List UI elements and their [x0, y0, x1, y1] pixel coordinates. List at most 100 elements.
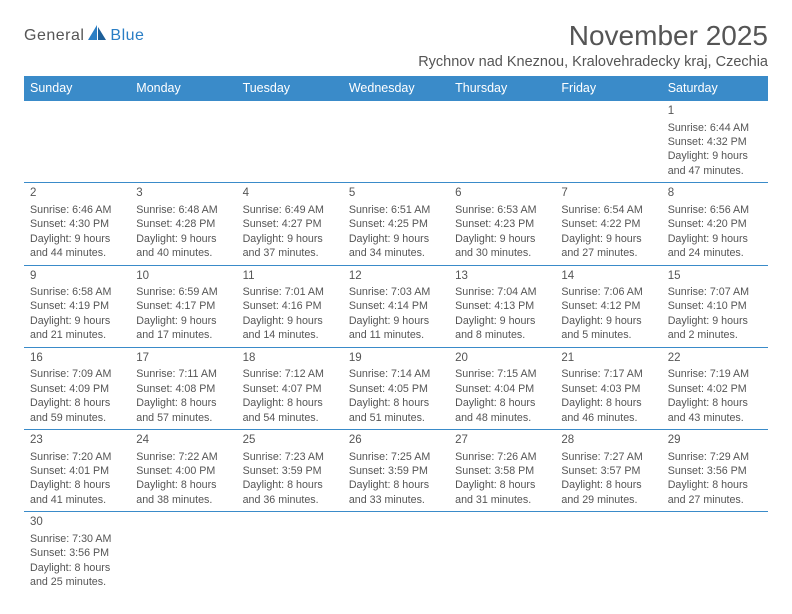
calendar-day: 6Sunrise: 6:53 AMSunset: 4:23 PMDaylight…: [449, 183, 555, 265]
day-d2: and 51 minutes.: [349, 411, 443, 425]
calendar-empty: [555, 101, 661, 183]
day-d1: Daylight: 9 hours: [30, 314, 124, 328]
logo-text-blue: Blue: [110, 27, 144, 45]
day-d2: and 59 minutes.: [30, 411, 124, 425]
day-d2: and 5 minutes.: [561, 328, 655, 342]
day-d2: and 21 minutes.: [30, 328, 124, 342]
day-number: 13: [455, 269, 549, 285]
calendar-empty: [343, 512, 449, 594]
calendar-day: 27Sunrise: 7:26 AMSunset: 3:58 PMDayligh…: [449, 430, 555, 512]
day-number: 18: [243, 351, 337, 367]
calendar-empty: [237, 101, 343, 183]
day-d2: and 29 minutes.: [561, 493, 655, 507]
calendar-week: 2Sunrise: 6:46 AMSunset: 4:30 PMDaylight…: [24, 183, 768, 265]
calendar-day: 21Sunrise: 7:17 AMSunset: 4:03 PMDayligh…: [555, 347, 661, 429]
day-sr: Sunrise: 7:09 AM: [30, 367, 124, 381]
day-ss: Sunset: 4:05 PM: [349, 382, 443, 396]
day-sr: Sunrise: 6:44 AM: [668, 121, 762, 135]
day-d2: and 54 minutes.: [243, 411, 337, 425]
calendar-day: 1Sunrise: 6:44 AMSunset: 4:32 PMDaylight…: [662, 101, 768, 183]
day-sr: Sunrise: 7:11 AM: [136, 367, 230, 381]
day-ss: Sunset: 4:00 PM: [136, 464, 230, 478]
day-sr: Sunrise: 7:29 AM: [668, 450, 762, 464]
day-d2: and 27 minutes.: [561, 246, 655, 260]
day-ss: Sunset: 3:56 PM: [668, 464, 762, 478]
day-ss: Sunset: 3:56 PM: [30, 546, 124, 560]
calendar-day: 24Sunrise: 7:22 AMSunset: 4:00 PMDayligh…: [130, 430, 236, 512]
day-number: 30: [30, 515, 124, 531]
day-ss: Sunset: 4:28 PM: [136, 217, 230, 231]
calendar-day: 9Sunrise: 6:58 AMSunset: 4:19 PMDaylight…: [24, 265, 130, 347]
calendar-day: 15Sunrise: 7:07 AMSunset: 4:10 PMDayligh…: [662, 265, 768, 347]
day-sr: Sunrise: 6:56 AM: [668, 203, 762, 217]
day-d2: and 44 minutes.: [30, 246, 124, 260]
day-d2: and 38 minutes.: [136, 493, 230, 507]
calendar-page: General Blue November 2025 Rychnov nad K…: [0, 0, 792, 614]
day-d1: Daylight: 8 hours: [561, 396, 655, 410]
calendar-day: 4Sunrise: 6:49 AMSunset: 4:27 PMDaylight…: [237, 183, 343, 265]
day-number: 19: [349, 351, 443, 367]
day-d2: and 25 minutes.: [30, 575, 124, 589]
calendar-empty: [130, 512, 236, 594]
day-ss: Sunset: 4:10 PM: [668, 299, 762, 313]
calendar-day: 23Sunrise: 7:20 AMSunset: 4:01 PMDayligh…: [24, 430, 130, 512]
day-sr: Sunrise: 7:22 AM: [136, 450, 230, 464]
day-ss: Sunset: 4:17 PM: [136, 299, 230, 313]
day-sr: Sunrise: 7:04 AM: [455, 285, 549, 299]
day-d2: and 34 minutes.: [349, 246, 443, 260]
day-sr: Sunrise: 7:06 AM: [561, 285, 655, 299]
day-d1: Daylight: 9 hours: [349, 232, 443, 246]
calendar-week: 30Sunrise: 7:30 AMSunset: 3:56 PMDayligh…: [24, 512, 768, 594]
day-d2: and 41 minutes.: [30, 493, 124, 507]
calendar-day: 25Sunrise: 7:23 AMSunset: 3:59 PMDayligh…: [237, 430, 343, 512]
logo-sail-icon: [86, 24, 108, 47]
day-d2: and 57 minutes.: [136, 411, 230, 425]
month-title: November 2025: [418, 20, 768, 52]
logo: General Blue: [24, 20, 144, 47]
calendar-day: 11Sunrise: 7:01 AMSunset: 4:16 PMDayligh…: [237, 265, 343, 347]
calendar-empty: [343, 101, 449, 183]
calendar-week: 1Sunrise: 6:44 AMSunset: 4:32 PMDaylight…: [24, 101, 768, 183]
day-ss: Sunset: 3:59 PM: [243, 464, 337, 478]
day-number: 29: [668, 433, 762, 449]
day-d1: Daylight: 8 hours: [668, 396, 762, 410]
day-sr: Sunrise: 6:54 AM: [561, 203, 655, 217]
day-number: 2: [30, 186, 124, 202]
day-d1: Daylight: 9 hours: [243, 232, 337, 246]
day-sr: Sunrise: 6:51 AM: [349, 203, 443, 217]
calendar-empty: [24, 101, 130, 183]
calendar-week: 16Sunrise: 7:09 AMSunset: 4:09 PMDayligh…: [24, 347, 768, 429]
day-sr: Sunrise: 7:19 AM: [668, 367, 762, 381]
day-d2: and 14 minutes.: [243, 328, 337, 342]
calendar-day: 29Sunrise: 7:29 AMSunset: 3:56 PMDayligh…: [662, 430, 768, 512]
day-number: 26: [349, 433, 443, 449]
day-d1: Daylight: 9 hours: [30, 232, 124, 246]
day-d1: Daylight: 9 hours: [561, 314, 655, 328]
calendar-day: 14Sunrise: 7:06 AMSunset: 4:12 PMDayligh…: [555, 265, 661, 347]
calendar-day: 18Sunrise: 7:12 AMSunset: 4:07 PMDayligh…: [237, 347, 343, 429]
day-d1: Daylight: 9 hours: [668, 149, 762, 163]
calendar-body: 1Sunrise: 6:44 AMSunset: 4:32 PMDaylight…: [24, 101, 768, 594]
day-d1: Daylight: 9 hours: [668, 314, 762, 328]
day-d2: and 17 minutes.: [136, 328, 230, 342]
day-d1: Daylight: 8 hours: [30, 478, 124, 492]
day-d1: Daylight: 9 hours: [136, 314, 230, 328]
day-sr: Sunrise: 6:48 AM: [136, 203, 230, 217]
day-ss: Sunset: 4:08 PM: [136, 382, 230, 396]
day-sr: Sunrise: 7:15 AM: [455, 367, 549, 381]
day-sr: Sunrise: 7:27 AM: [561, 450, 655, 464]
calendar-day: 20Sunrise: 7:15 AMSunset: 4:04 PMDayligh…: [449, 347, 555, 429]
day-d1: Daylight: 8 hours: [243, 478, 337, 492]
day-d1: Daylight: 9 hours: [561, 232, 655, 246]
day-ss: Sunset: 4:07 PM: [243, 382, 337, 396]
calendar-day: 5Sunrise: 6:51 AMSunset: 4:25 PMDaylight…: [343, 183, 449, 265]
day-d1: Daylight: 8 hours: [136, 478, 230, 492]
day-sr: Sunrise: 7:30 AM: [30, 532, 124, 546]
calendar-empty: [449, 101, 555, 183]
day-sr: Sunrise: 7:01 AM: [243, 285, 337, 299]
day-d1: Daylight: 8 hours: [30, 396, 124, 410]
day-ss: Sunset: 3:59 PM: [349, 464, 443, 478]
day-d2: and 36 minutes.: [243, 493, 337, 507]
day-d2: and 33 minutes.: [349, 493, 443, 507]
day-ss: Sunset: 4:01 PM: [30, 464, 124, 478]
